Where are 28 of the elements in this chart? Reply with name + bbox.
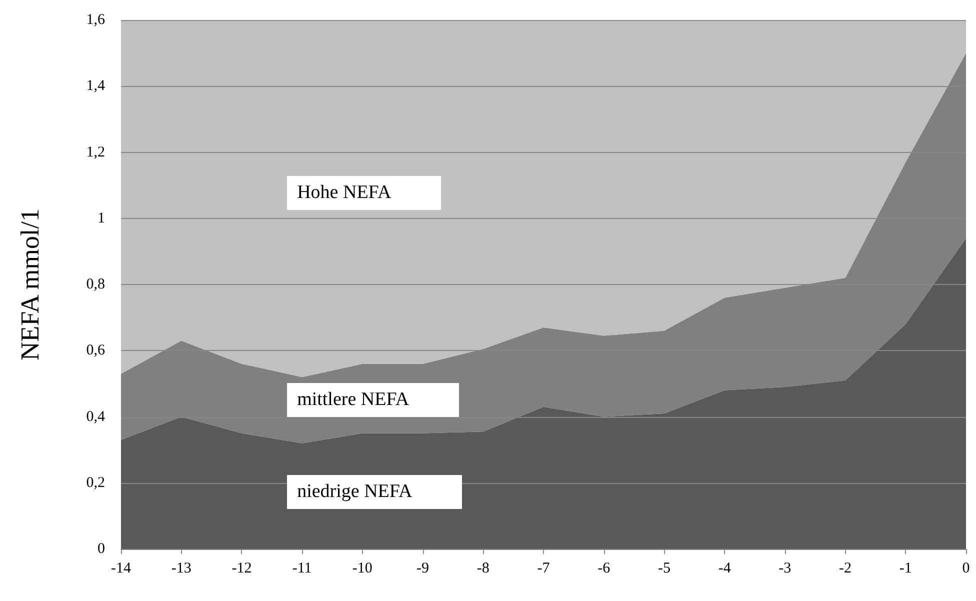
series-label: mittlere NEFA xyxy=(287,382,460,417)
y-tick-label: 0,8 xyxy=(86,276,105,292)
y-axis-title: NEFA mmol/1 xyxy=(16,208,44,360)
x-tick-label: -3 xyxy=(778,560,792,576)
series-label: niedrige NEFA xyxy=(287,475,462,510)
x-tick-label: -6 xyxy=(598,560,611,576)
x-tick-label: -10 xyxy=(352,560,372,576)
x-tick-label: -13 xyxy=(171,560,192,576)
y-tick-label: 0 xyxy=(98,541,105,557)
series-label: Hohe NEFA xyxy=(287,176,442,210)
y-tick-label: 1 xyxy=(98,210,105,226)
y-tick-label: 1,2 xyxy=(86,144,105,160)
x-tick-label: -4 xyxy=(718,560,732,576)
y-tick-label: 0,6 xyxy=(86,342,106,359)
y-tick-label: 1,6 xyxy=(86,12,106,28)
x-tick-label: -8 xyxy=(476,560,490,576)
x-tick-label: -7 xyxy=(537,560,550,576)
x-tick-label: -1 xyxy=(899,560,912,576)
x-tick-label: -9 xyxy=(416,560,430,576)
x-tick-label: -14 xyxy=(111,560,132,576)
x-tick-label: -5 xyxy=(658,560,670,576)
y-tick-label: 0,4 xyxy=(86,408,106,425)
y-tick-label: 1,4 xyxy=(86,78,106,94)
x-tick-label: -11 xyxy=(292,560,312,576)
x-tick-label: -2 xyxy=(839,560,852,576)
x-tick-label: 0 xyxy=(962,560,970,576)
x-tick-label: -12 xyxy=(232,560,252,576)
y-tick-label: 0,2 xyxy=(86,474,105,491)
